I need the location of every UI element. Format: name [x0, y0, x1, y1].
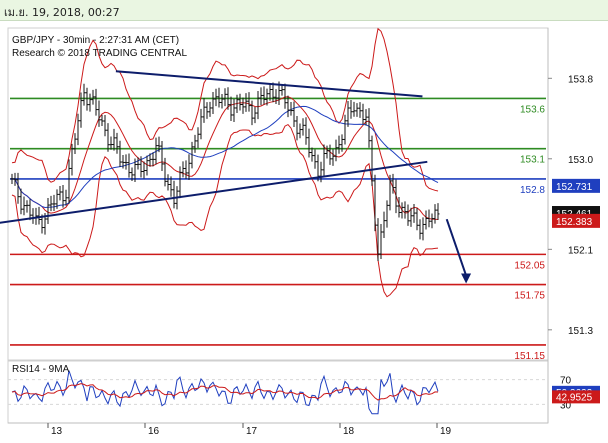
level-label: 152.8	[520, 185, 545, 196]
time-tick-label: 18	[343, 426, 355, 437]
price-tick-label: 151.3	[568, 326, 593, 337]
time-tick-label: 19	[440, 426, 452, 437]
price-panel	[7, 27, 549, 361]
rsi-tick-label: 70	[560, 376, 572, 387]
rsi-label: RSI14 - 9MA	[12, 364, 70, 375]
price-badge	[552, 213, 600, 228]
level-label: 151.75	[514, 291, 545, 302]
time-tick-label: 17	[246, 426, 258, 437]
bollinger-upper	[11, 27, 439, 192]
rsi-badge-label: 42.9525	[556, 392, 593, 403]
price-badge-label: 152.731	[556, 182, 593, 193]
level-label: 153.6	[520, 104, 545, 115]
level-label: 153.1	[520, 155, 545, 166]
chart-canvas: 153.6 153.1 152.8 152.05 151.75 151.15 153.8 1…	[0, 27, 600, 437]
rsi-ma-line	[11, 383, 439, 401]
time-tick-label: 16	[148, 426, 160, 437]
rsi-badge	[552, 390, 600, 404]
chart-subtitle: Research © 2018 TRADING CENTRAL	[12, 48, 187, 59]
bollinger-lower	[11, 123, 439, 298]
trendline	[0, 160, 428, 224]
level-label: 151.15	[514, 351, 545, 362]
price-badge	[552, 178, 600, 193]
trendline	[115, 70, 423, 98]
bollinger-mid	[11, 96, 439, 220]
forecast-arrow-head	[461, 273, 472, 284]
date-bar: เม.ย. 19, 2018, 00:27	[0, 0, 608, 21]
moving-average	[11, 105, 439, 209]
price-badge-label: 152.383	[556, 217, 593, 228]
forecast-arrow-shaft	[445, 218, 468, 276]
rsi-line	[11, 370, 439, 415]
date-label: เม.ย. 19, 2018, 00:27	[4, 6, 120, 19]
price-tick-label: 153.0	[568, 155, 593, 166]
chart-title: GBP/JPY - 30min - 2:27:31 AM (CET)	[12, 35, 179, 46]
price-tick-label: 153.8	[568, 74, 593, 85]
time-tick-label: 13	[51, 426, 63, 437]
price-tick-label: 152.1	[568, 245, 593, 256]
level-label: 152.05	[514, 260, 545, 271]
rsi-tick-label: 30	[560, 400, 572, 411]
